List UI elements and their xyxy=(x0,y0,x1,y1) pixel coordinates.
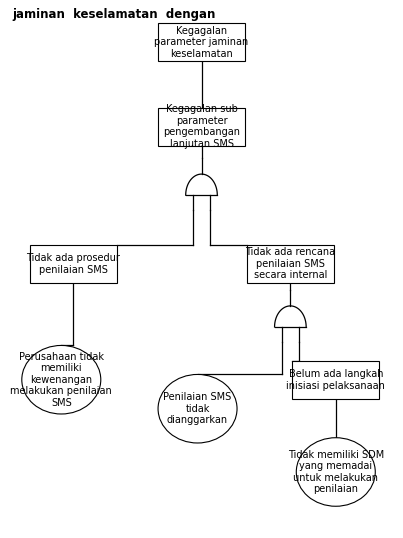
Text: Belum ada langkah
inisiasi pelaksanaan: Belum ada langkah inisiasi pelaksanaan xyxy=(287,369,385,391)
Text: Tidak memiliki SDM
yang memadai
untuk melakukan
penilaian: Tidak memiliki SDM yang memadai untuk me… xyxy=(288,450,384,494)
FancyBboxPatch shape xyxy=(292,361,379,399)
FancyBboxPatch shape xyxy=(30,245,116,282)
Text: Kegagalan sub
parameter
pengembangan
lanjutan SMS: Kegagalan sub parameter pengembangan lan… xyxy=(163,104,240,149)
Ellipse shape xyxy=(158,374,237,443)
Text: Perusahaan tidak
memiliki
kewenangan
melakukan penilaian
SMS: Perusahaan tidak memiliki kewenangan mel… xyxy=(10,351,112,408)
Ellipse shape xyxy=(22,345,101,414)
Text: Penilaian SMS
tidak
dianggarkan: Penilaian SMS tidak dianggarkan xyxy=(164,392,232,426)
FancyBboxPatch shape xyxy=(158,23,245,61)
Text: Kegagalan
parameter jaminan
keselamatan: Kegagalan parameter jaminan keselamatan xyxy=(154,26,249,59)
FancyBboxPatch shape xyxy=(158,108,245,146)
FancyBboxPatch shape xyxy=(247,245,334,282)
Ellipse shape xyxy=(296,438,375,506)
Text: Tidak ada prosedur
penilaian SMS: Tidak ada prosedur penilaian SMS xyxy=(26,253,120,274)
Text: jaminan  keselamatan  dengan: jaminan keselamatan dengan xyxy=(12,8,215,21)
Text: Tidak ada rencana
penilaian SMS
secara internal: Tidak ada rencana penilaian SMS secara i… xyxy=(245,247,335,280)
